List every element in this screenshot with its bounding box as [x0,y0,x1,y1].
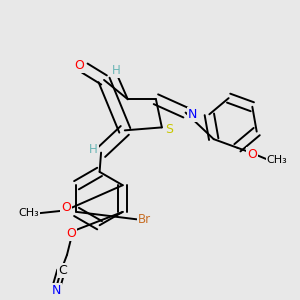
Text: CH₃: CH₃ [266,155,287,165]
Text: N: N [188,108,197,121]
Text: O: O [74,58,84,72]
Text: O: O [248,148,257,161]
Text: C: C [58,264,67,277]
Text: O: O [67,227,76,240]
Text: N: N [51,284,61,297]
Text: Br: Br [137,213,151,226]
Text: H: H [112,64,120,77]
Text: S: S [165,123,173,136]
Text: H: H [89,142,98,155]
Text: CH₃: CH₃ [19,208,39,218]
Text: O: O [61,201,71,214]
